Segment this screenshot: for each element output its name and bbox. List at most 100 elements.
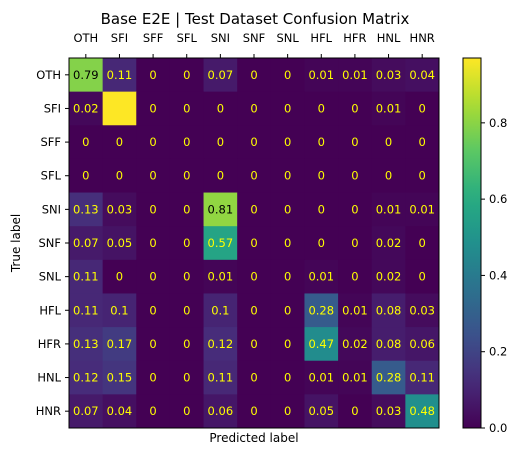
- cell-value-label: 0.48: [409, 404, 435, 418]
- cell-value-label: 0.07: [208, 68, 234, 82]
- heatmap-cell: [69, 192, 104, 227]
- y-tick-label: SFL: [41, 169, 62, 183]
- cell-value-label: 0: [351, 135, 358, 149]
- heatmap-cell: [371, 91, 406, 126]
- heatmap-cell: [237, 394, 272, 429]
- heatmap-cell: [338, 125, 373, 160]
- heatmap-cell: [169, 293, 205, 328]
- heatmap-cell: [237, 91, 272, 126]
- heatmap-cell: [304, 91, 339, 126]
- cell-value-label: 0: [351, 101, 358, 115]
- x-tick-label: HFL: [310, 31, 332, 45]
- heatmap-cell: [169, 58, 205, 93]
- y-tick-label: SNI: [42, 202, 61, 216]
- cell-value-label: 0.01: [342, 371, 368, 385]
- heatmap-cell: [371, 125, 406, 160]
- heatmap-cell: [338, 226, 373, 261]
- heatmap-cell: [338, 91, 373, 126]
- heatmap-cell: [102, 259, 137, 294]
- cell-value-label: 0.04: [107, 404, 133, 418]
- cell-value-label: 0: [149, 371, 156, 385]
- heatmap-cell: [304, 394, 339, 429]
- x-tick-label: HNL: [377, 31, 401, 45]
- cell-value-label: 0: [385, 135, 392, 149]
- heatmap-cell: [169, 125, 205, 160]
- heatmap-cell: [102, 58, 137, 93]
- cell-value-label: 0: [149, 68, 156, 82]
- cell-value-label: 0: [419, 270, 426, 284]
- cell-value-label: 0.08: [376, 337, 402, 351]
- heatmap-cell: [270, 91, 305, 126]
- cell-value-label: 0.02: [73, 101, 99, 115]
- heatmap-cell: [371, 327, 406, 362]
- heatmap-cell: [371, 360, 406, 395]
- heatmap-cell: [270, 394, 305, 429]
- heatmap-cell: [338, 293, 373, 328]
- heatmap-cell: [203, 91, 238, 126]
- heatmap-cell: [136, 192, 171, 227]
- cell-value-label: 0: [250, 169, 257, 183]
- cell-value-label: 0.28: [376, 371, 402, 385]
- cell-value-label: 0: [183, 270, 190, 284]
- cell-value-label: 0: [116, 135, 123, 149]
- cell-value-label: 0: [351, 169, 358, 183]
- x-tick-label: SNL: [276, 31, 299, 45]
- cell-value-label: 0: [318, 135, 325, 149]
- cell-value-label: 0.01: [409, 202, 435, 216]
- heatmap-cell: [69, 293, 104, 328]
- heatmap-cell: [304, 192, 339, 227]
- colorbar-tick-label: 0.2: [489, 345, 507, 359]
- cell-value-label: 0: [250, 270, 257, 284]
- heatmap-cell: [304, 327, 339, 362]
- heatmap-cell: [203, 125, 238, 160]
- cell-value-label: 0.12: [73, 371, 99, 385]
- heatmap-cell: [270, 259, 305, 294]
- heatmap-cell: [169, 226, 205, 261]
- cell-value-label: 0.02: [342, 337, 368, 351]
- heatmap-cell: [371, 192, 406, 227]
- cell-value-label: 0: [217, 135, 224, 149]
- x-tick-label: SFL: [177, 31, 198, 45]
- heatmap-cell: [102, 158, 137, 194]
- heatmap-cell: [237, 125, 272, 160]
- cell-value-label: 0.01: [342, 68, 368, 82]
- cell-value-label: 0.81: [208, 202, 234, 216]
- cell-value-label: 0: [250, 68, 257, 82]
- cell-value-label: 0.01: [342, 303, 368, 317]
- cell-value-label: 0.01: [308, 68, 334, 82]
- heatmap-cell: [136, 125, 171, 160]
- heatmap-cell: [237, 293, 272, 328]
- cell-value-label: 0: [183, 337, 190, 351]
- x-axis-label: Predicted label: [209, 431, 298, 445]
- cell-value-label: 0: [284, 202, 291, 216]
- cell-value-label: 0: [419, 169, 426, 183]
- cell-value-label: 0: [116, 169, 123, 183]
- heatmap-cell: [304, 58, 339, 93]
- heatmap-cell: [237, 327, 272, 362]
- y-tick-label: HNR: [36, 404, 61, 418]
- cell-value-label: 0: [183, 404, 190, 418]
- heatmap-cell: [270, 293, 305, 328]
- cell-value-label: 0.01: [376, 202, 402, 216]
- cell-value-label: 0: [419, 135, 426, 149]
- heatmap-cell: [405, 327, 440, 362]
- cell-value-label: 0: [149, 169, 156, 183]
- cell-value-label: 0.03: [107, 202, 133, 216]
- heatmap-cell: [169, 394, 205, 429]
- heatmap-cell: [304, 226, 339, 261]
- cell-value-label: 0: [385, 169, 392, 183]
- cell-value-label: 0.03: [376, 68, 402, 82]
- heatmap-cell: [237, 259, 272, 294]
- heatmap-cell: [338, 394, 373, 429]
- cell-value-label: 0.02: [376, 236, 402, 250]
- heatmap-cell: [371, 58, 406, 93]
- y-tick-label: SNF: [38, 236, 61, 250]
- y-tick-label: HFL: [39, 303, 61, 317]
- heatmap-cell: [102, 125, 137, 160]
- heatmap-cell: [136, 360, 171, 395]
- cell-value-label: 0: [351, 236, 358, 250]
- heatmap-cell: [405, 293, 440, 328]
- cell-value-label: 0.47: [308, 337, 334, 351]
- cell-value-label: 0.06: [409, 337, 435, 351]
